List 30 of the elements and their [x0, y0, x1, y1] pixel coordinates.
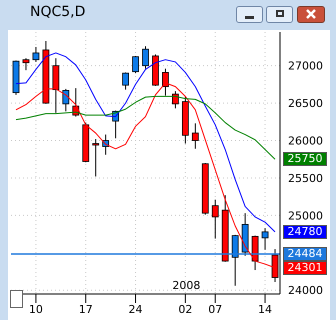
candlestick [132, 55, 139, 74]
y-tick-label: 25000 [288, 209, 323, 222]
x-tick-label: 10 [28, 303, 43, 316]
candlestick [192, 122, 199, 150]
x-tick-label: 14 [258, 303, 272, 316]
candlestick [32, 46, 40, 62]
chart-title: NQC5,D [30, 4, 86, 20]
candlestick [262, 228, 268, 250]
y-tick-label: 24000 [288, 284, 323, 298]
candlestick [22, 58, 30, 71]
x-tick-label: 24 [128, 303, 143, 316]
candlestick [142, 46, 149, 70]
y-tick-label: 26500 [288, 97, 323, 110]
x-tick-label: 17 [78, 303, 93, 316]
data-label: 24301 [283, 260, 327, 275]
candlestick [212, 199, 219, 240]
data-label: 24780 [283, 224, 327, 239]
x-tick-label: 07 [208, 303, 222, 316]
candlestick [92, 138, 100, 177]
annotation: 2008 [172, 279, 200, 292]
ref-line-label: 24484 [283, 247, 327, 262]
y-tick-label: 26000 [288, 134, 323, 148]
candlestick [232, 234, 239, 286]
candlestick [122, 72, 129, 90]
x-tick-label: 02 [178, 303, 192, 316]
y-tick-label: 27000 [288, 60, 323, 73]
candlestick [172, 90, 179, 109]
data-label: 25750 [283, 152, 327, 166]
y-tick-label: 25500 [288, 172, 323, 185]
line-series [15, 52, 276, 232]
